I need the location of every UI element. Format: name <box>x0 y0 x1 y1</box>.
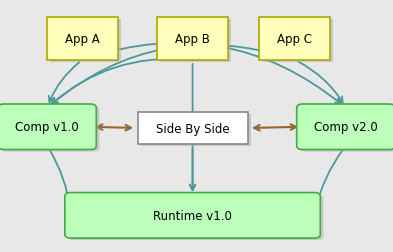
Text: App A: App A <box>65 33 100 46</box>
FancyBboxPatch shape <box>50 20 121 62</box>
Text: Runtime v1.0: Runtime v1.0 <box>153 209 232 222</box>
Text: App B: App B <box>175 33 210 46</box>
Text: Side By Side: Side By Side <box>156 122 230 135</box>
FancyBboxPatch shape <box>68 195 323 240</box>
FancyBboxPatch shape <box>0 105 96 150</box>
FancyBboxPatch shape <box>297 105 393 150</box>
Text: App C: App C <box>277 33 312 46</box>
FancyBboxPatch shape <box>300 107 393 152</box>
Text: Comp v2.0: Comp v2.0 <box>314 121 378 134</box>
FancyBboxPatch shape <box>138 112 248 145</box>
FancyBboxPatch shape <box>259 18 330 60</box>
FancyBboxPatch shape <box>65 193 320 238</box>
FancyBboxPatch shape <box>47 18 118 60</box>
FancyBboxPatch shape <box>1 107 99 152</box>
FancyBboxPatch shape <box>160 20 231 62</box>
FancyBboxPatch shape <box>141 114 251 147</box>
Text: Comp v1.0: Comp v1.0 <box>15 121 79 134</box>
FancyBboxPatch shape <box>263 20 333 62</box>
FancyBboxPatch shape <box>157 18 228 60</box>
